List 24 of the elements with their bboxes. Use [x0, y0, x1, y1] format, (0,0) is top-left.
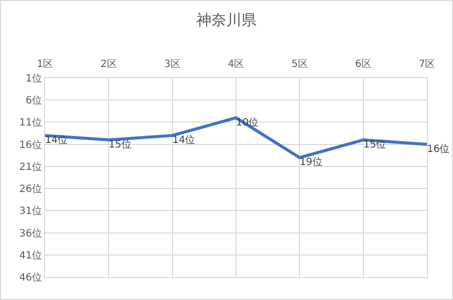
data-label: 15位	[108, 138, 132, 150]
y-tick-label: 31位	[19, 205, 42, 218]
data-label: 14位	[172, 134, 196, 146]
x-tick-label: 5区	[291, 59, 308, 70]
y-tick-label: 41位	[19, 249, 42, 262]
x-tick-label: 2区	[100, 59, 117, 70]
data-label: 19位	[300, 156, 322, 168]
x-tick-label: 1区	[36, 59, 54, 70]
x-tick-label: 3区	[164, 59, 181, 70]
x-tick-label: 7区	[418, 59, 436, 70]
y-tick-label: 16位	[19, 138, 42, 151]
y-tick-label: 26位	[19, 183, 42, 196]
x-tick-label: 6区	[355, 59, 372, 70]
y-tick-label: 11位	[19, 116, 42, 129]
data-label: 14位	[45, 134, 68, 146]
chart-title: 神奈川県	[196, 10, 256, 29]
y-tick-label: 1位	[26, 72, 42, 84]
data-label: 15位	[363, 138, 386, 150]
y-tick-label: 21位	[19, 160, 42, 173]
data-label: 16位	[427, 142, 450, 155]
y-tick-label: 46位	[19, 272, 42, 284]
x-tick-label: 4区	[228, 59, 244, 70]
y-tick-label: 36位	[19, 227, 42, 240]
y-tick-label: 6位	[26, 94, 42, 107]
